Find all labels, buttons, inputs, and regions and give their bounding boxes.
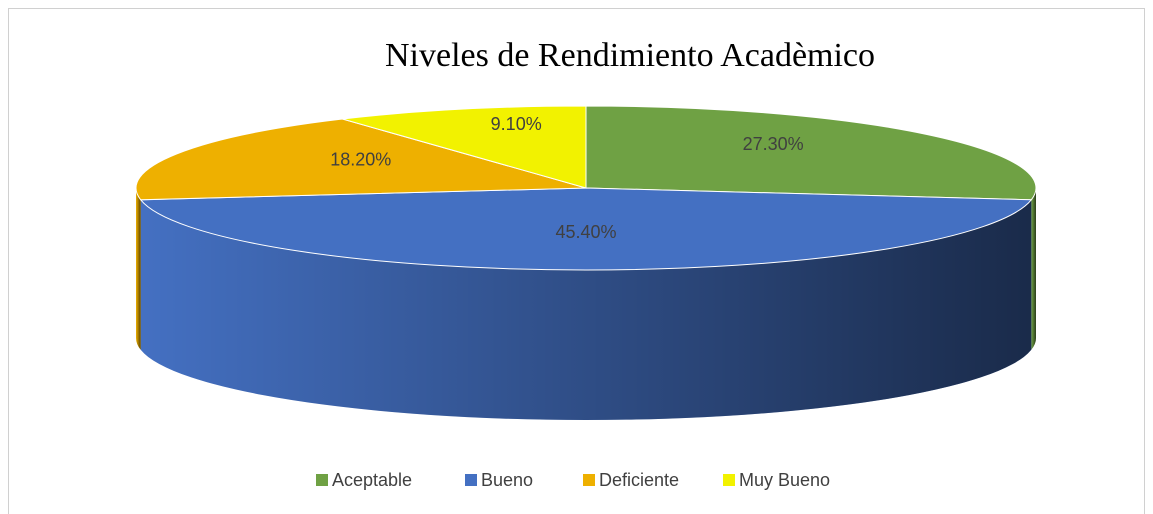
slice	[342, 105, 587, 189]
side-shade	[136, 188, 141, 350]
chart-title: Niveles de Rendimiento Acadèmico	[385, 37, 875, 74]
legend-swatch	[316, 474, 328, 486]
legend-label: Bueno	[481, 470, 533, 490]
legend-swatch	[465, 474, 477, 486]
side-shade	[140, 199, 1032, 420]
chart-border	[8, 8, 1145, 514]
legend-swatch	[583, 474, 595, 486]
slice	[135, 118, 587, 201]
data-label: 18.20%	[330, 150, 391, 170]
legend-label: Muy Bueno	[739, 470, 830, 490]
slice	[585, 105, 1037, 201]
data-label: 9.10%	[491, 114, 542, 134]
data-label: 45.40%	[555, 222, 616, 242]
legend-label: Deficiente	[599, 470, 679, 490]
slice	[139, 187, 1033, 271]
legend-swatch	[723, 474, 735, 486]
data-label: 27.30%	[743, 134, 804, 154]
side-shade	[1031, 188, 1036, 350]
legend-label: Aceptable	[332, 470, 412, 490]
